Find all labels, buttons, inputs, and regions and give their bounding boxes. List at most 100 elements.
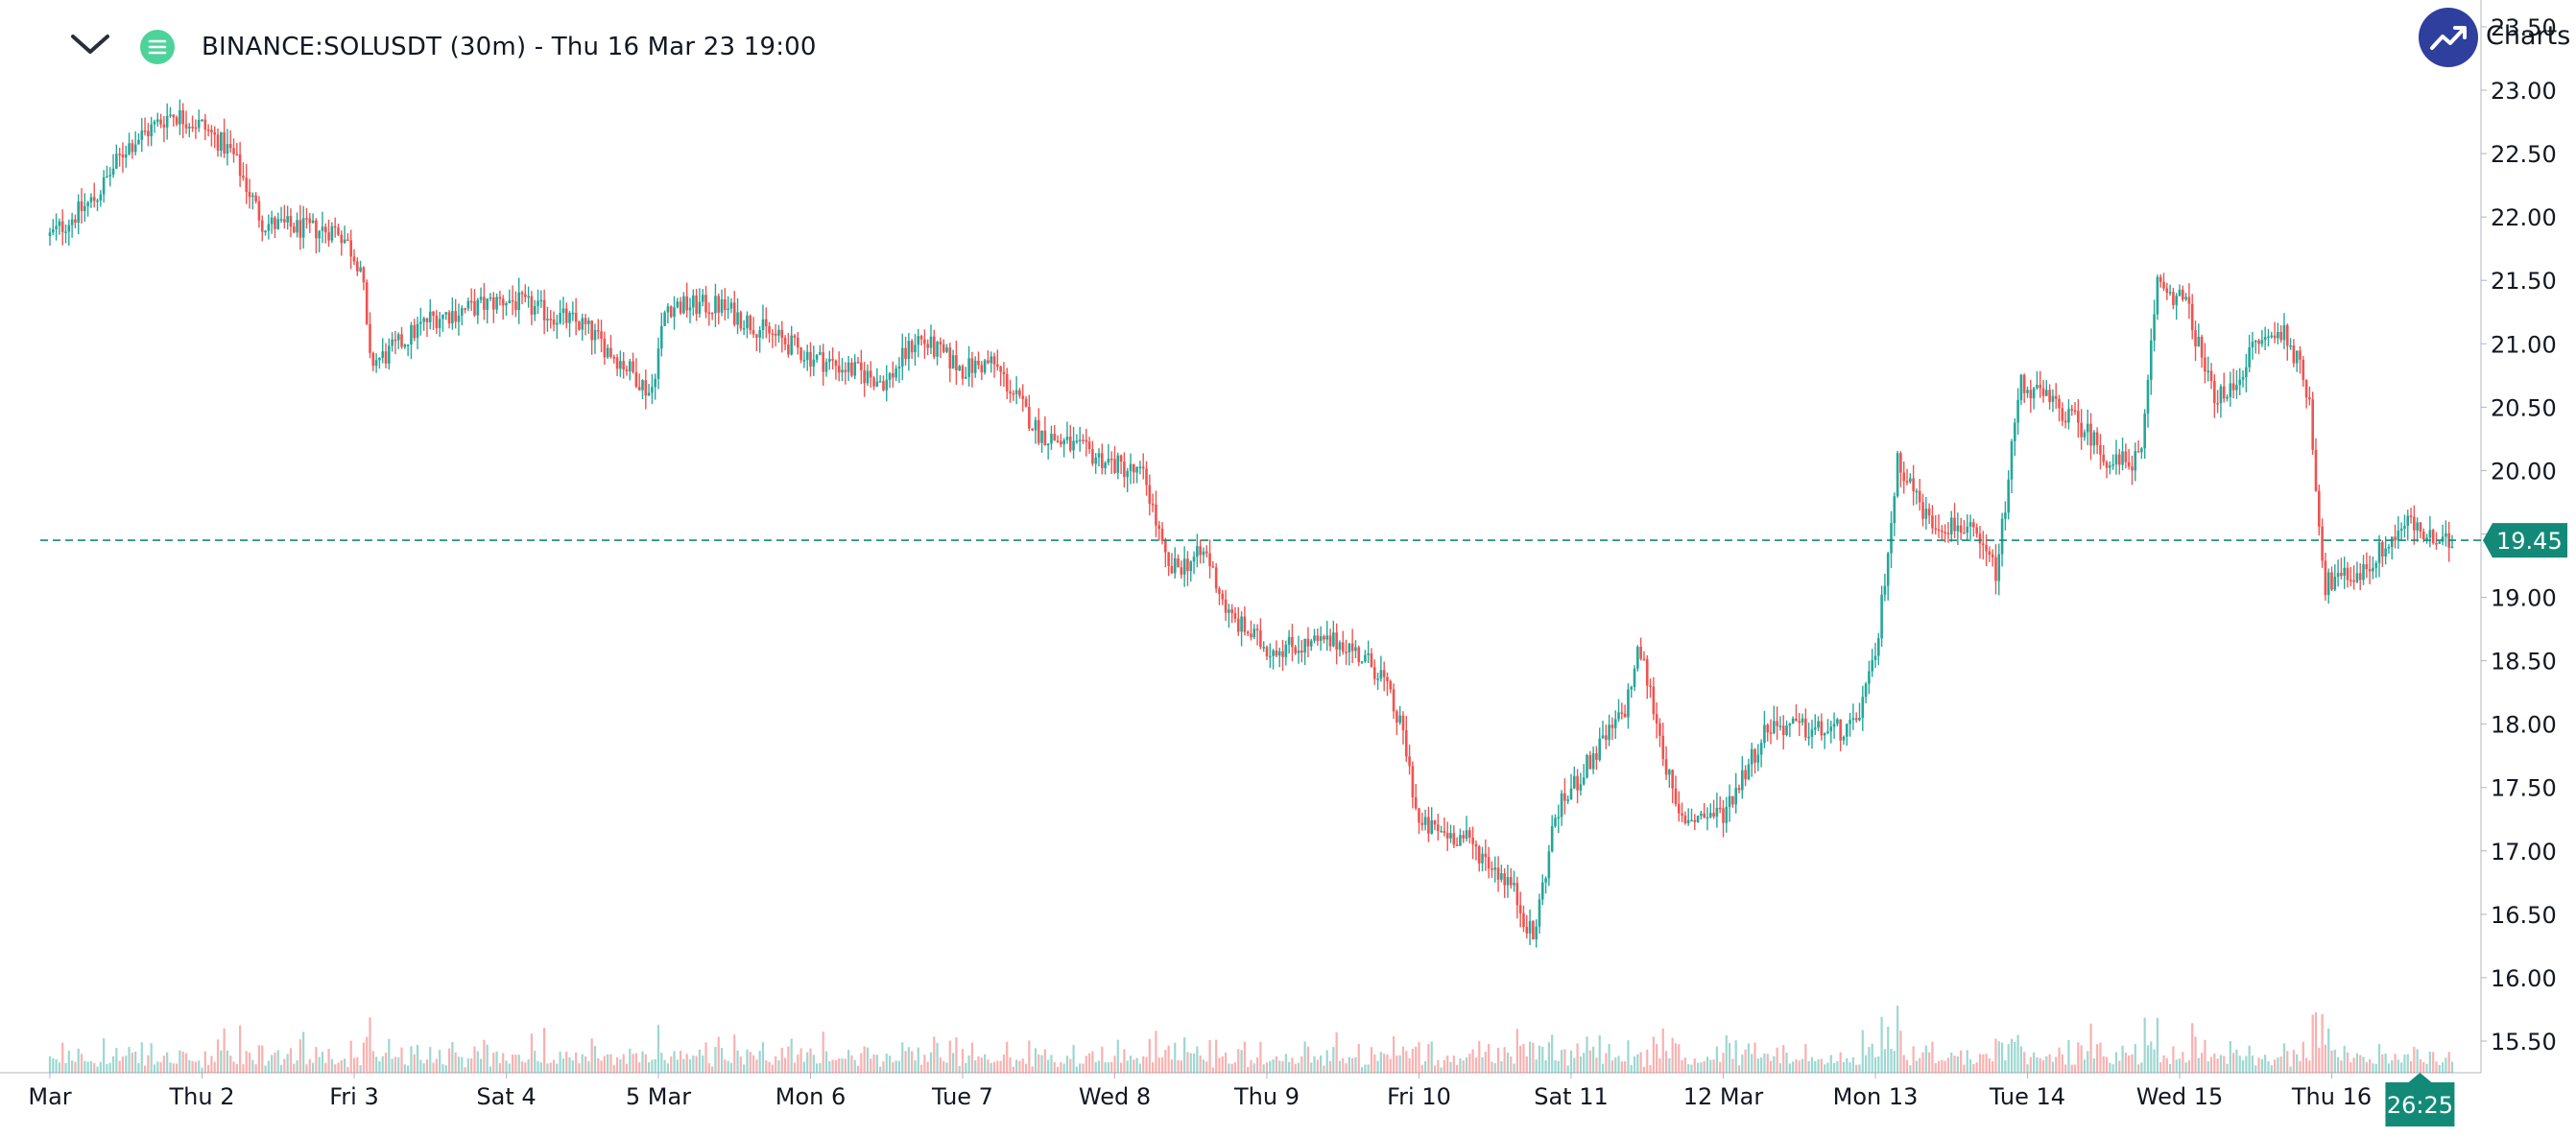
candle-body [1845, 723, 1849, 737]
volume-bar [1535, 1059, 1538, 1073]
volume-bar [1491, 1061, 1493, 1073]
symbol-menu-icon[interactable] [140, 30, 175, 64]
volume-bar [1792, 1061, 1795, 1073]
volume-bar [1342, 1057, 1345, 1073]
volume-bar [1272, 1059, 1275, 1073]
candle-body [1781, 725, 1785, 735]
candle-body [1880, 594, 1883, 639]
candle-body [2441, 536, 2445, 542]
volume-bar [1075, 1066, 1078, 1073]
volume-bar [1297, 1062, 1300, 1073]
candle-body [1731, 795, 1734, 805]
volume-bar [1715, 1046, 1718, 1073]
candle-body [2172, 292, 2175, 305]
candle-body [2127, 462, 2131, 467]
candle-body [403, 344, 407, 347]
candle-body [1861, 697, 1865, 718]
candle-body [1455, 844, 1459, 846]
volume-bar [2428, 1052, 2431, 1073]
candle-body [1246, 631, 1250, 634]
candle-body [552, 319, 556, 325]
candle-body [1182, 558, 1186, 575]
volume-bar [302, 1031, 305, 1073]
candle-body [301, 218, 305, 238]
candle-body [1576, 775, 1579, 791]
candle-body [2061, 408, 2064, 421]
volume-bar [1145, 1056, 1148, 1073]
volume-bar [597, 1057, 600, 1073]
volume-bar [1583, 1053, 1586, 1073]
volume-bar [761, 1042, 765, 1073]
candle-body [1009, 391, 1012, 393]
volume-bar [1532, 1042, 1535, 1073]
charts-logo-icon[interactable] [2419, 8, 2478, 67]
volume-bar [666, 1063, 670, 1073]
volume-bar [2004, 1059, 2007, 1073]
candle-body [663, 312, 666, 326]
candle-body [2114, 454, 2118, 465]
candle-body [2058, 398, 2061, 409]
candle-body [1157, 525, 1161, 529]
x-tick-label: 5 Mar [626, 1083, 691, 1110]
volume-bar [1310, 1062, 1313, 1073]
volume-bar [2304, 1057, 2308, 1073]
volume-bar [184, 1053, 188, 1073]
candle-body [124, 154, 128, 158]
volume-bar [1335, 1031, 1338, 1073]
candle-body [2054, 395, 2058, 399]
volume-bar [2073, 1064, 2077, 1073]
volume-bar [945, 1062, 948, 1073]
volume-bar [575, 1052, 578, 1073]
volume-bar [451, 1041, 454, 1073]
candle-body [1126, 470, 1130, 478]
volume-bar [1788, 1063, 1791, 1073]
volume-bar [1420, 1064, 1423, 1073]
candle-body [2397, 531, 2400, 541]
volume-bar [936, 1042, 939, 1073]
candle-body [216, 134, 220, 152]
candle-body [2200, 336, 2204, 358]
candle-body [965, 376, 967, 379]
candle-body [1525, 927, 1529, 934]
candle-body [1062, 439, 1065, 445]
candle-body [1744, 770, 1747, 780]
volume-bar [2308, 1060, 2311, 1073]
volume-bar [2441, 1062, 2445, 1073]
volume-bar [2391, 1059, 2394, 1073]
volume-bar [2330, 1050, 2333, 1073]
candle-body [2019, 374, 2023, 400]
volume-bar [1668, 1057, 1671, 1073]
volume-bar [1693, 1058, 1696, 1073]
volume-bar [2245, 1055, 2248, 1073]
candle-body [1705, 817, 1709, 819]
candle-body [1690, 819, 1693, 822]
volume-bar [2377, 1044, 2381, 1073]
volume-bar [369, 1017, 371, 1073]
volume-bar [1960, 1050, 1963, 1073]
volume-bar [958, 1065, 961, 1073]
candle-body [1262, 647, 1265, 649]
candle-body [352, 256, 356, 262]
candle-body [1909, 478, 1912, 483]
candle-body [1259, 630, 1262, 648]
volume-bar [2055, 1056, 2058, 1073]
volume-bar [2257, 1057, 2260, 1073]
volume-bar [552, 1059, 556, 1073]
volume-bar [1934, 1063, 1937, 1073]
candle-body [1991, 554, 1994, 557]
volume-bar [948, 1040, 951, 1073]
volume-bar [1671, 1037, 1674, 1073]
candle-body [419, 321, 422, 324]
volume-bar [203, 1051, 206, 1073]
collapse-chevron-icon[interactable] [67, 29, 113, 63]
candle-body [2330, 572, 2333, 590]
candle-body [717, 296, 721, 313]
candle-body [1382, 670, 1386, 677]
volume-bar [1763, 1053, 1766, 1073]
volume-bar [797, 1054, 799, 1073]
last-price-badge [2483, 523, 2567, 558]
volume-bar [89, 1060, 93, 1073]
candle-body [1708, 813, 1712, 818]
volume-bar [276, 1050, 279, 1073]
